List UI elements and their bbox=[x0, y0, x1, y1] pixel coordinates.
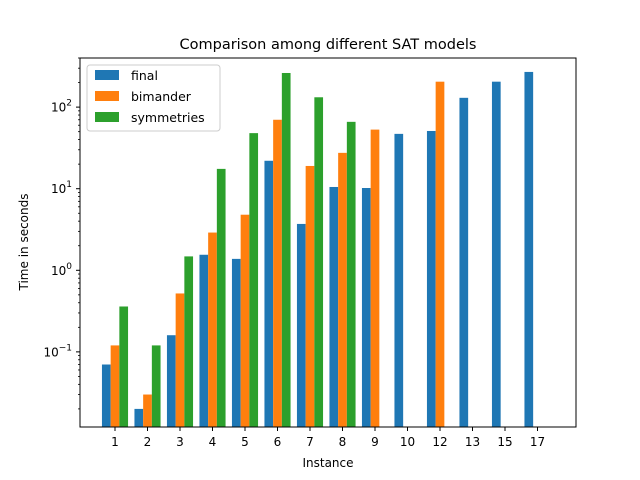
y-tick-label: 101 bbox=[51, 180, 72, 196]
x-axis: 1 2 3 4 5 6 7 8 9 10 12 13 15 17 bbox=[111, 427, 545, 449]
legend-swatch-final bbox=[95, 70, 119, 80]
y-axis: 10−1 100 101 102 bbox=[43, 57, 80, 410]
x-tick-label: 8 bbox=[339, 435, 347, 449]
bar-bimander-1 bbox=[110, 345, 120, 427]
legend-swatch-bimander bbox=[95, 91, 119, 101]
bar-symmetries-1 bbox=[119, 306, 129, 427]
bar-bimander-5 bbox=[240, 214, 250, 427]
bar-final-3 bbox=[166, 335, 176, 427]
plot-frame bbox=[79, 57, 577, 428]
x-tick-label: 1 bbox=[111, 435, 119, 449]
x-tick-label: 4 bbox=[209, 435, 217, 449]
y-tick-label: 10−1 bbox=[43, 343, 72, 359]
x-tick-label: 12 bbox=[432, 435, 447, 449]
legend: final bimander symmetries bbox=[86, 64, 221, 132]
chart-title: Comparison among different SAT models bbox=[180, 37, 477, 53]
bar-bimander-6 bbox=[273, 119, 282, 427]
bar-final-10 bbox=[394, 133, 404, 427]
legend-label-symmetries: symmetries bbox=[131, 110, 205, 125]
bar-symmetries-5 bbox=[249, 133, 259, 427]
x-tick-label: 13 bbox=[465, 435, 480, 449]
bar-final-1 bbox=[101, 364, 111, 427]
bar-final-7 bbox=[296, 223, 306, 427]
bar-bimander-12 bbox=[435, 81, 445, 428]
x-axis-label: Instance bbox=[302, 456, 353, 470]
x-tick-label: 3 bbox=[176, 435, 184, 449]
legend-label-final: final bbox=[131, 68, 158, 83]
x-tick-label: 17 bbox=[530, 435, 545, 449]
bar-bimander-4 bbox=[208, 232, 217, 427]
bar-bimander-2 bbox=[143, 394, 152, 427]
y-axis-label: Time in seconds bbox=[17, 194, 31, 292]
legend-swatch-symmetries bbox=[95, 112, 119, 122]
bar-final-5 bbox=[231, 258, 241, 427]
bar-final-4 bbox=[199, 254, 209, 427]
bars-layer bbox=[101, 71, 534, 428]
x-tick-label: 5 bbox=[241, 435, 249, 449]
bar-symmetries-4 bbox=[216, 168, 226, 427]
bar-symmetries-2 bbox=[151, 345, 161, 427]
bar-symmetries-3 bbox=[184, 256, 194, 427]
bar-final-15 bbox=[491, 81, 501, 428]
bar-final-12 bbox=[426, 130, 436, 428]
bar-symmetries-6 bbox=[281, 72, 291, 428]
x-tick-label: 7 bbox=[306, 435, 314, 449]
bar-final-6 bbox=[264, 160, 274, 427]
bar-symmetries-8 bbox=[346, 121, 356, 427]
bar-final-2 bbox=[134, 408, 144, 427]
bar-bimander-3 bbox=[175, 293, 185, 427]
y-tick-label: 102 bbox=[51, 99, 72, 115]
bar-bimander-8 bbox=[338, 152, 347, 428]
x-tick-label: 9 bbox=[371, 435, 379, 449]
bar-final-8 bbox=[329, 186, 339, 427]
y-tick-label: 100 bbox=[51, 262, 72, 278]
x-tick-label: 2 bbox=[144, 435, 152, 449]
bar-symmetries-7 bbox=[314, 97, 324, 427]
bar-final-13 bbox=[459, 97, 469, 427]
bar-final-17 bbox=[524, 71, 534, 428]
bar-bimander-9 bbox=[370, 129, 380, 428]
legend-box bbox=[86, 64, 221, 132]
bar-bimander-7 bbox=[305, 165, 315, 427]
x-tick-label: 10 bbox=[400, 435, 415, 449]
legend-label-bimander: bimander bbox=[131, 89, 192, 104]
x-tick-label: 6 bbox=[274, 435, 282, 449]
bar-final-9 bbox=[361, 188, 371, 427]
x-tick-label: 15 bbox=[497, 435, 512, 449]
